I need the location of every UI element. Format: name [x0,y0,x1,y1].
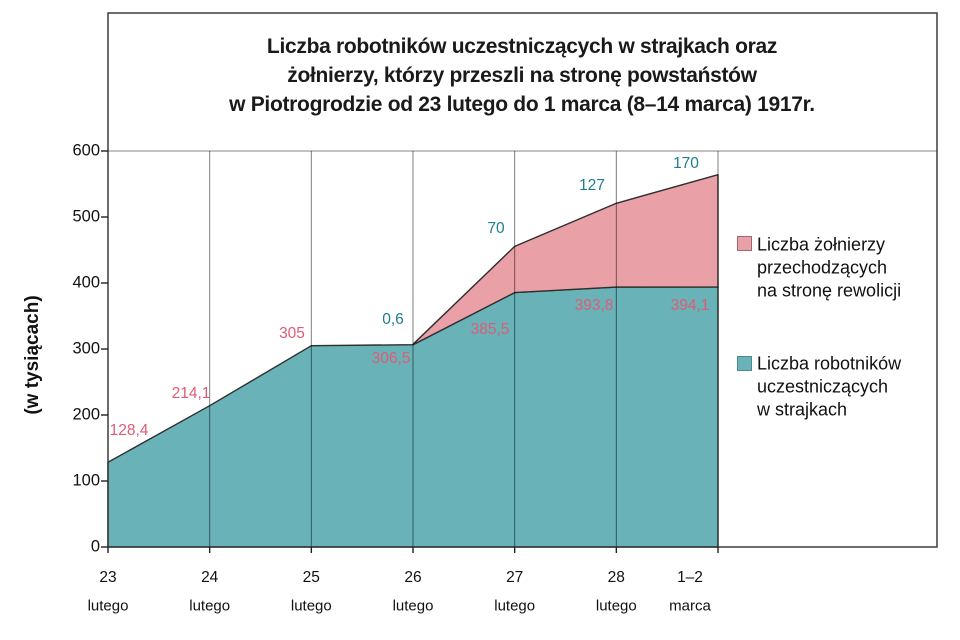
soldiers-value-label-27: 70 [487,220,505,237]
x-tick-month-23: lutego [87,597,129,615]
x-tick-day-28: 28 [607,569,625,586]
x-tick-month-28: lutego [595,597,637,615]
x-tick-month-1-2: marca [669,597,711,615]
workers-value-label-27: 385,5 [470,321,510,338]
workers-value-label-26: 306,5 [371,350,411,367]
x-tick-day-27: 27 [506,569,524,586]
workers-value-label-25: 305 [279,325,305,342]
chart-frame-border [107,12,938,548]
y-tick-100: 100 [72,471,100,490]
workers-value-label-1-2: 394,1 [670,297,710,314]
legend-workers-line-2: uczestniczących [757,376,889,397]
legend-swatch-workers [737,356,752,371]
x-tick-day-23: 23 [99,569,117,586]
soldiers-value-label-1-2: 170 [673,155,699,172]
legend-swatch-soldiers [737,236,752,251]
y-tick-600: 600 [72,141,100,160]
legend-soldiers-line-1: Liczba żołnierzy [757,234,886,255]
workers-value-label-28: 393,8 [574,297,614,314]
workers-value-label-23: 128,4 [109,422,149,439]
x-tick-month-25: lutego [290,597,332,615]
legend-workers-line-1: Liczba robotników [757,353,902,374]
x-tick-month-24: lutego [189,597,231,615]
legend-soldiers-line-3: na stronę rewolicji [757,280,902,301]
soldiers-value-label-26: 0,6 [382,311,404,328]
y-tick-300: 300 [72,339,100,358]
x-tick-day-25: 25 [302,569,320,586]
y-axis-title: (w tysiącach) [22,295,43,415]
y-tick-400: 400 [72,273,100,292]
y-tick-200: 200 [72,405,100,424]
legend-soldiers-line-2: przechodzących [757,257,888,278]
chart-title-line-1: Liczba robotników uczestniczących w stra… [266,35,778,58]
soldiers-value-label-28: 127 [579,177,605,194]
chart-title-line-2: żołnierzy, którzy przeszli na stronę pow… [287,64,757,87]
x-tick-month-27: lutego [494,597,536,615]
chart-title-line-3: w Piotrogrodzie od 23 lutego do 1 marca … [229,93,815,116]
workers-value-label-24: 214,1 [171,385,211,402]
y-tick-0: 0 [90,537,100,556]
legend-workers-line-3: w strajkach [757,399,848,420]
y-tick-500: 500 [72,207,100,226]
x-tick-month-26: lutego [392,597,434,615]
x-tick-day-26: 26 [404,569,422,586]
x-tick-day-1-2: 1–2 [677,569,703,586]
x-tick-day-24: 24 [201,569,219,586]
